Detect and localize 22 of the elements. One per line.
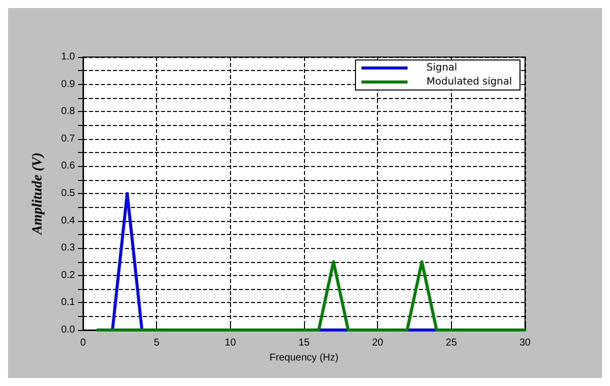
y-tick-label: 0.9: [61, 78, 76, 90]
y-tick-label: 0.8: [61, 106, 76, 118]
x-tick-label: 25: [446, 338, 458, 348]
x-axis-title: Frequency (Hz): [270, 352, 338, 364]
y-tick-label: 0.6: [61, 160, 76, 172]
y-tick-label: 0.7: [61, 133, 76, 144]
y-tick-label: 0.3: [61, 242, 76, 254]
x-tick-label: 0: [80, 338, 86, 348]
y-tick-label: 0.0: [61, 324, 76, 336]
y-tick-label: 1.0: [61, 52, 76, 62]
y-axis-title: Amplitude (V): [30, 152, 46, 236]
y-tick-label: 0.1: [61, 297, 76, 308]
y-tick-label: 0.2: [61, 270, 76, 281]
x-tick-label: 20: [372, 338, 384, 348]
x-tick-label: 5: [154, 338, 160, 348]
x-tick-label: 15: [298, 338, 310, 348]
x-tick-label: 30: [519, 338, 531, 348]
y-tick-label: 0.5: [61, 188, 76, 199]
legend-label: Modulated signal: [426, 76, 512, 88]
legend-label: Signal: [426, 62, 458, 74]
x-tick-label: 10: [224, 338, 236, 348]
y-tick-label: 0.4: [61, 215, 76, 226]
